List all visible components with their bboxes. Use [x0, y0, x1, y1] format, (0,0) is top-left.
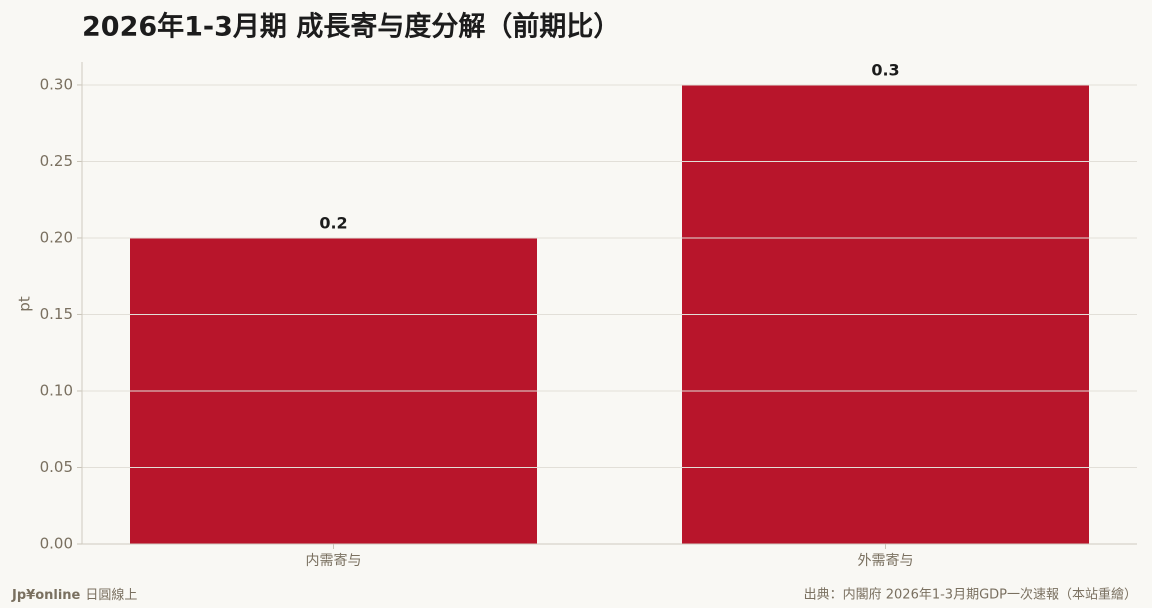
source: 出典：内閣府 2026年1-3月期GDP一次速報（本站重繪） — [804, 587, 1137, 603]
y-tick-label: 0.20 — [40, 228, 73, 246]
y-axis-label: pt — [16, 296, 34, 312]
data-label: 0.2 — [319, 213, 347, 232]
data-label: 0.3 — [871, 60, 899, 79]
brand: Jp¥online 日圓線上 — [11, 587, 137, 603]
x-tick-label: 外需寄与 — [858, 552, 914, 569]
y-tick-label: 0.10 — [40, 381, 73, 399]
y-tick-label: 0.25 — [40, 152, 73, 170]
brand-name: Jp¥online — [11, 588, 81, 603]
y-tick-label: 0.00 — [40, 535, 73, 553]
y-tick-label: 0.15 — [40, 305, 73, 323]
y-tick-label: 0.05 — [40, 458, 73, 476]
y-tick-label: 0.30 — [40, 75, 73, 93]
brand-sub: 日圓線上 — [85, 587, 137, 603]
x-tick-label: 内需寄与 — [306, 552, 362, 569]
chart-title: 2026年1-3月期 成長寄与度分解（前期比） — [82, 11, 620, 43]
